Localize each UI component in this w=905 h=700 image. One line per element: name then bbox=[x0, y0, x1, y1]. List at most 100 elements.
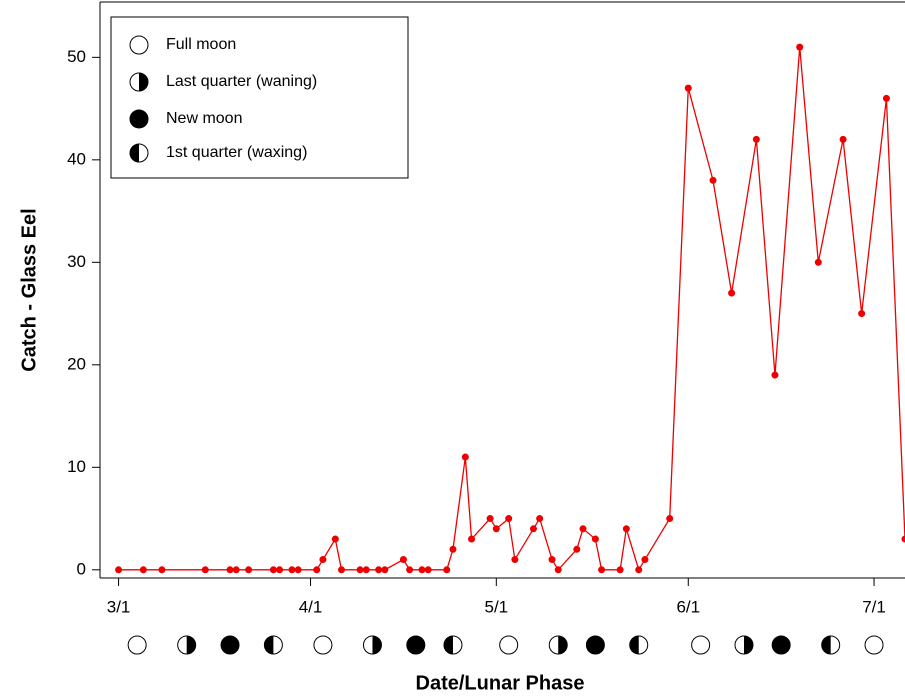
marker bbox=[536, 515, 544, 523]
moon-half bbox=[558, 636, 568, 654]
marker bbox=[158, 566, 166, 574]
y-axis-label: Catch - Glass Eel bbox=[18, 208, 40, 371]
marker bbox=[622, 525, 630, 533]
lunar-phase bbox=[548, 635, 568, 655]
moon-disc bbox=[313, 635, 333, 655]
marker bbox=[245, 566, 253, 574]
marker bbox=[591, 535, 599, 543]
marker bbox=[666, 515, 674, 523]
marker bbox=[139, 566, 147, 574]
lunar-phase bbox=[443, 635, 463, 655]
marker bbox=[418, 566, 426, 574]
marker bbox=[443, 566, 451, 574]
marker bbox=[839, 135, 847, 143]
moon-dark bbox=[585, 635, 605, 655]
moon-disc bbox=[864, 635, 884, 655]
moon-half bbox=[372, 636, 382, 654]
x-tick-label: 3/1 bbox=[107, 597, 131, 616]
moon-dark bbox=[406, 635, 426, 655]
marker bbox=[201, 566, 209, 574]
marker bbox=[635, 566, 643, 574]
marker bbox=[858, 310, 866, 318]
marker bbox=[579, 525, 587, 533]
x-tick-label: 6/1 bbox=[676, 597, 700, 616]
lunar-phase bbox=[629, 635, 649, 655]
marker bbox=[709, 176, 717, 184]
marker bbox=[375, 566, 383, 574]
marker bbox=[313, 566, 321, 574]
marker bbox=[468, 535, 476, 543]
lunar-phase bbox=[177, 635, 197, 655]
marker bbox=[399, 556, 407, 564]
legend-label: Last quarter (waning) bbox=[166, 73, 317, 90]
marker bbox=[406, 566, 414, 574]
marker bbox=[461, 453, 469, 461]
moon-half bbox=[744, 636, 753, 654]
legend-icon bbox=[129, 143, 149, 163]
lunar-phase bbox=[406, 635, 426, 655]
legend-label: Full moon bbox=[166, 36, 236, 53]
legend-box bbox=[110, 16, 409, 179]
marker bbox=[424, 566, 432, 574]
marker bbox=[728, 289, 736, 297]
moon-half bbox=[186, 636, 196, 654]
marker bbox=[771, 371, 779, 379]
marker bbox=[362, 566, 370, 574]
lunar-phase bbox=[263, 635, 283, 655]
y-tick-label: 40 bbox=[67, 149, 86, 168]
marker bbox=[529, 525, 537, 533]
moon-disc bbox=[499, 635, 519, 655]
lunar-phase bbox=[585, 635, 605, 655]
legend-label: 1st quarter (waxing) bbox=[166, 144, 307, 161]
y-tick-label: 30 bbox=[67, 252, 86, 271]
marker bbox=[276, 566, 284, 574]
marker bbox=[684, 84, 692, 92]
marker bbox=[616, 566, 624, 574]
marker bbox=[449, 545, 457, 553]
moon-half bbox=[139, 73, 148, 91]
moon-disc bbox=[691, 635, 711, 655]
marker bbox=[901, 535, 905, 543]
marker bbox=[492, 525, 500, 533]
marker bbox=[573, 545, 581, 553]
lunar-phase bbox=[499, 635, 519, 655]
marker bbox=[548, 556, 556, 564]
marker bbox=[752, 135, 760, 143]
marker bbox=[269, 566, 277, 574]
legend-icon bbox=[129, 109, 149, 129]
y-tick-label: 10 bbox=[67, 457, 86, 476]
lunar-phase bbox=[864, 635, 884, 655]
moon-dark bbox=[771, 635, 791, 655]
legend-icon bbox=[129, 72, 149, 92]
marker bbox=[356, 566, 364, 574]
x-tick-label: 4/1 bbox=[299, 597, 323, 616]
moon-disc bbox=[129, 35, 149, 55]
moon-dark bbox=[129, 109, 149, 129]
marker bbox=[511, 556, 519, 564]
lunar-phase bbox=[127, 635, 147, 655]
lunar-phase bbox=[734, 635, 754, 655]
marker bbox=[319, 556, 327, 564]
x-axis-label: Date/Lunar Phase bbox=[416, 672, 585, 694]
y-tick-label: 50 bbox=[67, 47, 86, 66]
marker bbox=[226, 566, 234, 574]
marker bbox=[331, 535, 339, 543]
y-tick-label: 20 bbox=[67, 354, 86, 373]
marker bbox=[232, 566, 240, 574]
marker bbox=[505, 515, 513, 523]
marker bbox=[796, 43, 804, 51]
x-tick-label: 7/1 bbox=[862, 597, 886, 616]
legend-label: New moon bbox=[166, 110, 242, 127]
lunar-phase bbox=[220, 635, 240, 655]
lunar-phase bbox=[362, 635, 382, 655]
moon-half bbox=[821, 636, 831, 654]
lunar-phase bbox=[313, 635, 333, 655]
marker bbox=[814, 258, 822, 266]
marker bbox=[554, 566, 562, 574]
marker bbox=[641, 556, 649, 564]
legend-icon bbox=[129, 35, 149, 55]
x-tick-label: 5/1 bbox=[484, 597, 508, 616]
marker bbox=[486, 515, 494, 523]
marker bbox=[115, 566, 123, 574]
marker bbox=[288, 566, 296, 574]
